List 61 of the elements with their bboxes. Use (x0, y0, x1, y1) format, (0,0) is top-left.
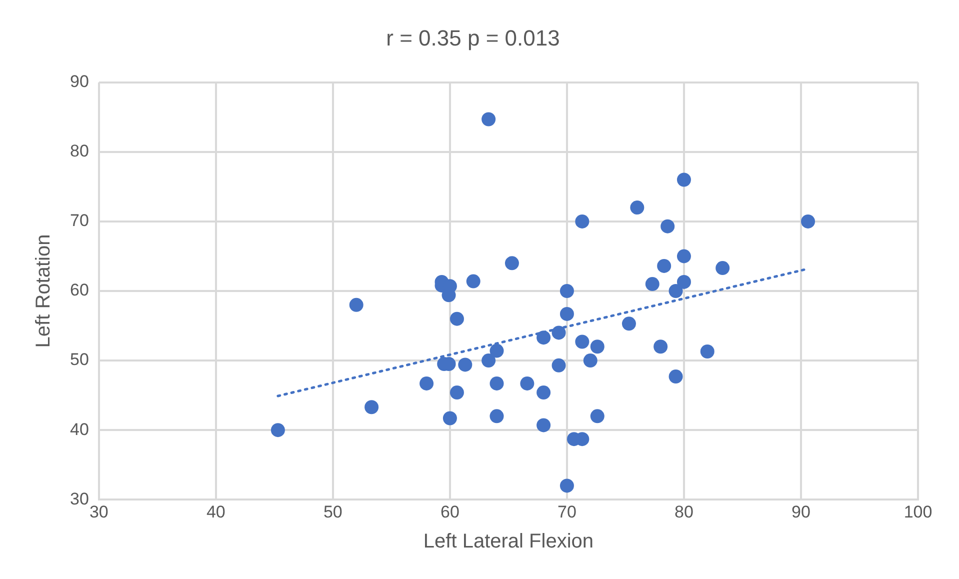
x-tick-label: 90 (792, 502, 810, 522)
point (270, 423, 285, 438)
y-tick-label: 50 (70, 350, 89, 370)
point (676, 172, 691, 187)
y-tick-label: 70 (70, 211, 89, 230)
x-tick-label: 70 (558, 502, 576, 522)
point (482, 112, 496, 126)
point (660, 219, 675, 234)
point (583, 354, 598, 368)
point (482, 354, 496, 368)
y-tick-label: 90 (70, 72, 89, 92)
point (676, 274, 691, 289)
x-tick-label: 100 (904, 502, 932, 522)
point (560, 306, 574, 321)
y-tick-label: 30 (70, 489, 89, 508)
point (676, 249, 691, 264)
y-tick-label: 60 (70, 280, 89, 300)
point (801, 214, 816, 228)
y-axis-title: Left Rotation (32, 234, 55, 348)
point (504, 256, 519, 270)
y-tick-label: 80 (70, 142, 89, 161)
point (490, 409, 504, 424)
x-tick-label: 40 (206, 502, 226, 522)
point (364, 400, 379, 414)
point (490, 344, 504, 358)
point (645, 277, 660, 292)
point (466, 274, 480, 288)
point (590, 340, 604, 354)
point (716, 261, 730, 276)
x-tick-label: 60 (440, 502, 460, 522)
point (458, 358, 472, 372)
point (630, 200, 644, 215)
point (560, 478, 574, 493)
point (520, 376, 534, 390)
point (622, 316, 636, 331)
x-tick-label: 50 (323, 502, 342, 522)
x-axis-title: Left Lateral Flexion (423, 530, 594, 553)
point (552, 358, 566, 372)
point (668, 370, 683, 384)
point (654, 340, 668, 354)
x-tick-label: 80 (674, 502, 694, 522)
y-tick-label: 40 (70, 420, 89, 439)
x-tick-label: 30 (89, 502, 108, 522)
point (657, 258, 672, 273)
point (349, 298, 364, 312)
point (560, 284, 574, 298)
point (490, 376, 504, 390)
point (590, 409, 604, 424)
point (536, 386, 551, 400)
point (536, 330, 551, 345)
point (536, 418, 551, 432)
point (700, 344, 714, 358)
point (575, 214, 590, 228)
chart-title: r = 0.35 p = 0.013 (386, 25, 560, 50)
point (575, 334, 590, 349)
point (442, 411, 457, 426)
point (420, 376, 434, 390)
point (450, 312, 464, 326)
point (450, 386, 464, 400)
point (668, 284, 683, 298)
point (552, 326, 566, 340)
